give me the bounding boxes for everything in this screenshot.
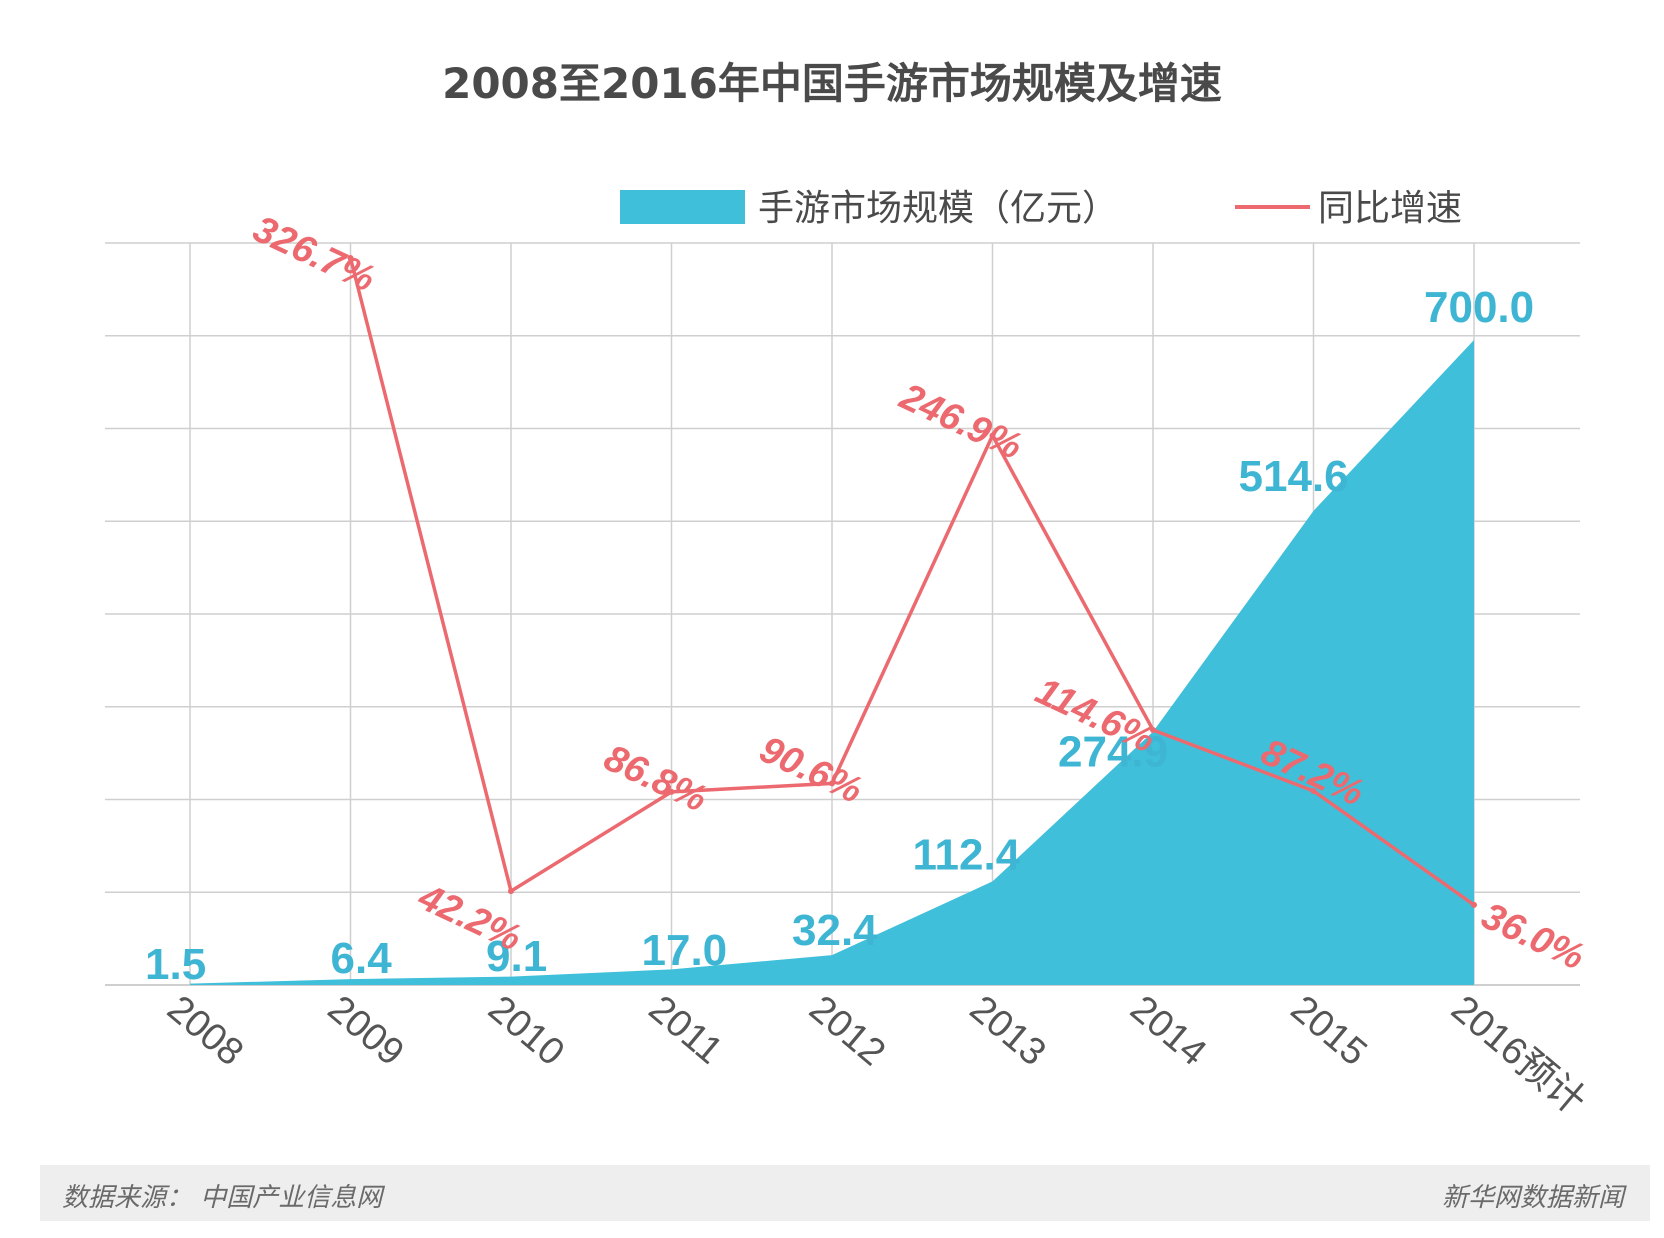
footer-bar: 数据来源： 中国产业信息网 新华网数据新闻: [40, 1165, 1650, 1221]
growth-line-series: [347, 255, 1477, 908]
market-size-label: 32.4: [792, 906, 878, 955]
market-size-label: 274.9: [1058, 728, 1168, 777]
market-size-label: 514.6: [1239, 452, 1349, 501]
x-tick-label: 2010: [480, 988, 572, 1075]
x-tick-label: 2014: [1122, 988, 1214, 1075]
growth-rate-point: [1310, 787, 1317, 794]
growth-rate-label: 36.0%: [1475, 895, 1590, 979]
x-axis-ticks: 2008 2009 2010 2011 2012 2013 2014 2015 2016预计: [159, 988, 1593, 1123]
growth-rate-point: [668, 788, 675, 795]
growth-rate-label: 326.7%: [247, 208, 382, 301]
growth-rate-point: [347, 255, 354, 261]
credit: 新华网数据新闻: [1441, 1183, 1624, 1213]
x-tick-label: 2011: [641, 988, 731, 1073]
market-size-label: 17.0: [642, 926, 728, 975]
growth-rate-point: [508, 888, 514, 895]
market-size-label: 9.1: [486, 932, 547, 981]
growth-rate-point: [989, 432, 996, 439]
x-tick-label: 2009: [320, 988, 412, 1075]
x-tick-label: 2016预计: [1443, 988, 1593, 1123]
growth-rate-label: 246.9%: [893, 375, 1028, 468]
market-size-label: 6.4: [331, 934, 393, 983]
x-tick-label: 2013: [962, 988, 1054, 1075]
growth-rate-point: [1471, 901, 1477, 908]
legend-area-label: 手游市场规模（亿元）: [758, 188, 1118, 229]
chart-title: 2008至2016年中国手游市场规模及增速: [442, 59, 1222, 108]
x-tick-label: 2015: [1283, 988, 1375, 1075]
chart-canvas: 1.5 6.4 9.1 17.0 32.4 112.4 274.9 514.6 700.0 326…: [105, 188, 1593, 1123]
x-tick-label: 2008: [159, 988, 251, 1075]
market-size-label: 1.5: [145, 940, 206, 989]
growth-rate-line: [348, 257, 1476, 907]
legend: 手游市场规模（亿元） 同比增速: [620, 188, 1462, 229]
market-size-label: 112.4: [913, 830, 1021, 879]
data-source: 数据来源： 中国产业信息网: [62, 1183, 383, 1213]
area-series: [190, 340, 1474, 985]
x-tick-label: 2012: [801, 988, 893, 1075]
growth-rate-label: 86.8%: [598, 737, 713, 821]
legend-line-label: 同比增速: [1318, 188, 1462, 229]
market-size-area: [190, 340, 1474, 985]
growth-rate-point: [829, 780, 835, 787]
market-size-label: 700.0: [1424, 283, 1534, 332]
legend-area-swatch: [620, 190, 745, 224]
growth-rate-point: [1150, 726, 1156, 733]
